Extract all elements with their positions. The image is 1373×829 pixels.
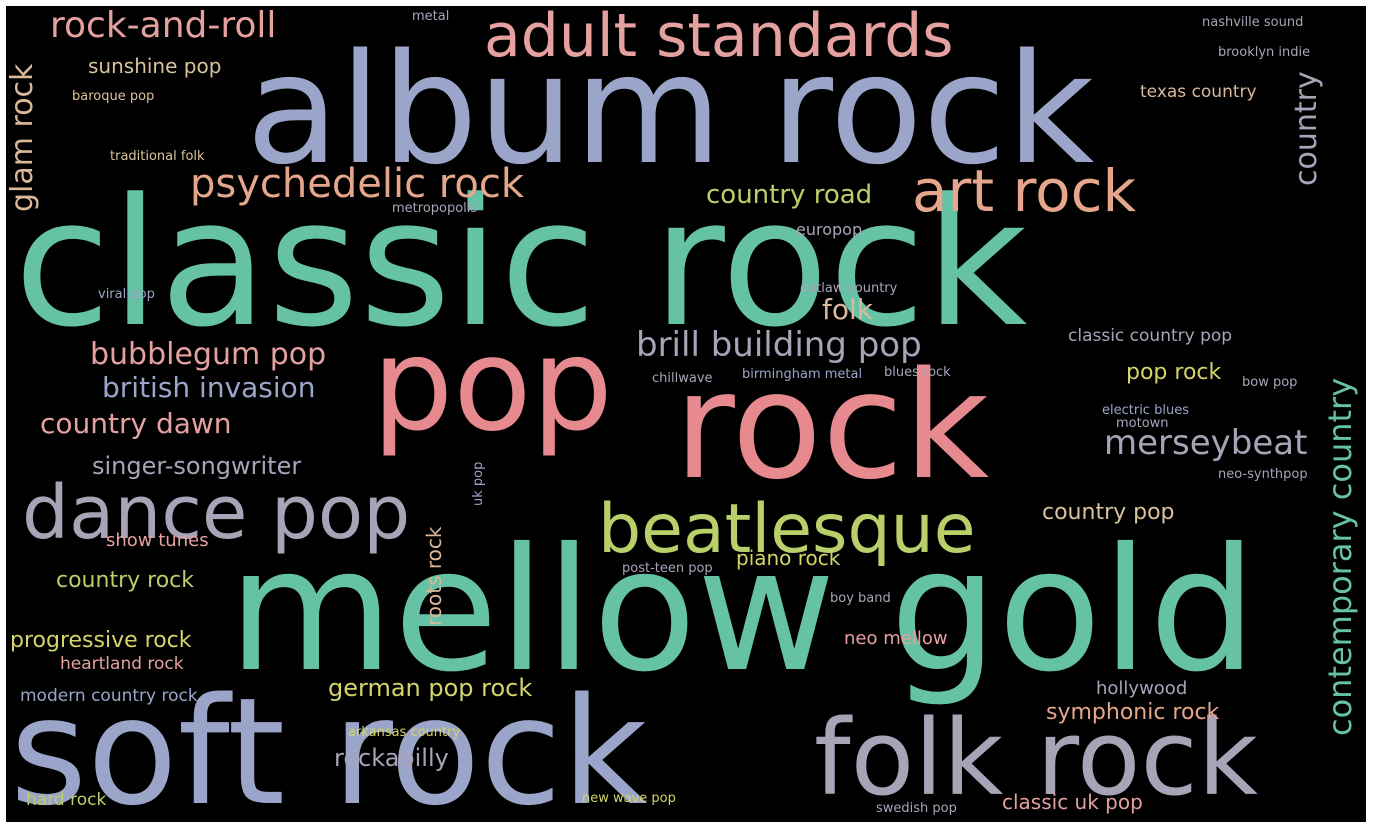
word-post-teen-pop: post-teen pop	[622, 561, 713, 576]
word-motown: motown	[1116, 416, 1169, 431]
word-psychedelic-rock: psychedelic rock	[190, 161, 524, 207]
word-bow-pop: bow pop	[1242, 375, 1298, 390]
word-beatlesque: beatlesque	[598, 490, 976, 569]
word-sunshine-pop: sunshine pop	[88, 54, 222, 78]
word-british-invasion: british invasion	[102, 371, 316, 404]
word-folk: folk	[822, 293, 873, 326]
word-art-rock: art rock	[912, 157, 1137, 225]
word-uk-pop: uk pop	[471, 461, 486, 506]
word-neo-synthpop: neo-synthpop	[1218, 467, 1308, 482]
word-mellow-gold: mellow gold	[228, 512, 1257, 710]
word-hard-rock: hard rock	[26, 790, 107, 810]
word-brooklyn-indie: brooklyn indie	[1218, 45, 1311, 60]
word-rockabilly: rockabilly	[334, 744, 449, 772]
word-hollywood: hollywood	[1096, 678, 1188, 699]
word-classic-rock: classic rock	[14, 161, 1028, 366]
word-dance-pop: dance pop	[22, 470, 411, 556]
word-album-rock: album rock	[246, 21, 1095, 198]
word-baroque-pop: baroque pop	[72, 89, 155, 104]
word-glam-rock: glam rock	[6, 63, 40, 212]
word-merseybeat: merseybeat	[1104, 423, 1308, 463]
word-metal: metal	[412, 9, 450, 24]
word-progressive-rock: progressive rock	[10, 628, 192, 653]
word-country-rock: country rock	[56, 568, 194, 593]
word-classic-uk-pop: classic uk pop	[1002, 790, 1143, 814]
word-classic-country-pop: classic country pop	[1068, 326, 1233, 346]
word-blues-rock: blues rock	[884, 365, 951, 380]
word-texas-country: texas country	[1140, 82, 1257, 102]
word-swedish-pop: swedish pop	[876, 801, 957, 816]
word-roots-rock: roots rock	[422, 526, 446, 626]
word-soft-rock: soft rock	[10, 666, 648, 822]
word-symphonic-rock: symphonic rock	[1046, 700, 1220, 725]
word-modern-country-rock: modern country rock	[20, 686, 198, 706]
word-bubblegum-pop: bubblegum pop	[90, 337, 327, 372]
word-europop: europop	[796, 220, 863, 239]
word-nashville-sound: nashville sound	[1202, 15, 1304, 30]
word-adult-standards: adult standards	[484, 6, 954, 71]
word-arkansas-country: arkansas country	[348, 725, 461, 740]
word-singer-songwriter: singer-songwriter	[92, 452, 302, 480]
word-new-wave-pop: new wave pop	[582, 791, 676, 806]
word-viral-pop: viral pop	[98, 287, 155, 302]
word-metropopolis: metropopolis	[392, 201, 478, 216]
word-country-pop: country pop	[1042, 500, 1175, 525]
word-country-dawn: country dawn	[40, 407, 232, 440]
word-cloud: classic rock album rock mellow gold rock…	[6, 6, 1366, 822]
word-electric-blues: electric blues	[1102, 403, 1189, 418]
word-pop-rock: pop rock	[1126, 360, 1222, 385]
word-neo-mellow: neo mellow	[844, 628, 948, 649]
word-pop: pop	[372, 311, 613, 460]
word-outlaw-country: outlaw country	[800, 281, 898, 296]
word-brill-building-pop: brill building pop	[636, 325, 922, 365]
word-piano-rock: piano rock	[736, 546, 841, 570]
word-contemporary-country: contemporary country	[1321, 377, 1359, 736]
word-heartland-rock: heartland rock	[60, 654, 184, 674]
word-german-pop-rock: german pop rock	[328, 674, 533, 702]
word-country: country	[1289, 71, 1324, 186]
word-traditional-folk: traditional folk	[110, 149, 205, 164]
word-boy-band: boy band	[830, 591, 891, 606]
word-rock: rock	[674, 340, 990, 512]
word-folk-rock: folk rock	[814, 697, 1258, 819]
word-country-road: country road	[706, 180, 873, 210]
word-chillwave: chillwave	[652, 371, 713, 386]
word-rock-and-roll: rock-and-roll	[50, 6, 277, 46]
word-show-tunes: show tunes	[106, 530, 209, 551]
word-birmingham-metal: birmingham metal	[742, 367, 863, 382]
